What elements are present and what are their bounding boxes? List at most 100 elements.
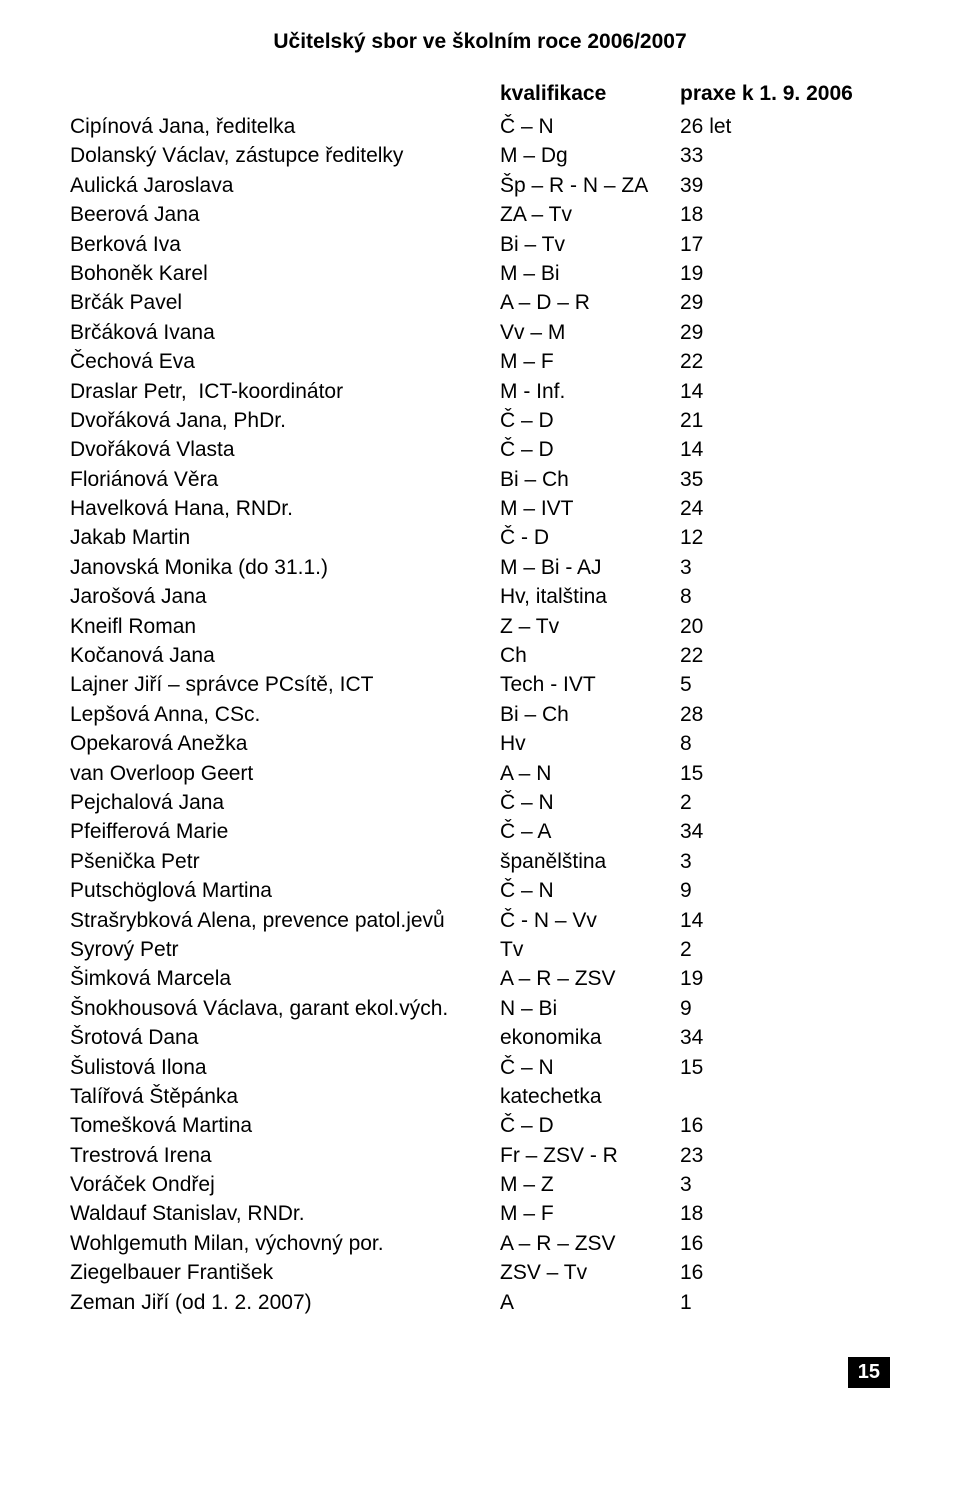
cell-name: Janovská Monika (do 31.1.)	[70, 553, 500, 582]
cell-name: Bohoněk Karel	[70, 259, 500, 288]
cell-qualification: Č - D	[500, 523, 680, 552]
cell-qualification: M – F	[500, 347, 680, 376]
cell-qualification: N – Bi	[500, 994, 680, 1023]
footer: 15	[70, 1357, 890, 1388]
table-row: Janovská Monika (do 31.1.)M – Bi - AJ3	[70, 553, 890, 582]
table-row: Bohoněk KarelM – Bi19	[70, 259, 890, 288]
cell-praxe: 39	[680, 171, 890, 200]
cell-praxe: 2	[680, 935, 890, 964]
cell-name: Zeman Jiří (od 1. 2. 2007)	[70, 1288, 500, 1317]
table-row: Kneifl RomanZ – Tv20	[70, 612, 890, 641]
cell-qualification: Č – N	[500, 788, 680, 817]
cell-qualification: A – D – R	[500, 288, 680, 317]
table-row: Šulistová IlonaČ – N15	[70, 1053, 890, 1082]
cell-qualification: A – R – ZSV	[500, 964, 680, 993]
cell-praxe: 19	[680, 964, 890, 993]
cell-qualification: katechetka	[500, 1082, 680, 1111]
table-row: Opekarová AnežkaHv8	[70, 729, 890, 758]
cell-qualification: ekonomika	[500, 1023, 680, 1052]
cell-name: Šrotová Dana	[70, 1023, 500, 1052]
cell-praxe: 18	[680, 200, 890, 229]
cell-name: Lajner Jiří – správce PCsítě, ICT	[70, 670, 500, 699]
cell-praxe: 3	[680, 553, 890, 582]
table-row: Aulická JaroslavaŠp – R - N – ZA39	[70, 171, 890, 200]
cell-name: Jarošová Jana	[70, 582, 500, 611]
cell-name: Tomešková Martina	[70, 1111, 500, 1140]
cell-praxe: 22	[680, 347, 890, 376]
cell-praxe: 14	[680, 906, 890, 935]
table-row: Pejchalová JanaČ – N2	[70, 788, 890, 817]
table-row: Lajner Jiří – správce PCsítě, ICTTech - …	[70, 670, 890, 699]
header-praxe: praxe k 1. 9. 2006	[680, 82, 890, 106]
header-name	[70, 82, 500, 106]
cell-qualification: Fr – ZSV - R	[500, 1141, 680, 1170]
table-row: Cipínová Jana, ředitelkaČ – N26 let	[70, 112, 890, 141]
cell-name: Šulistová Ilona	[70, 1053, 500, 1082]
table-header: kvalifikace praxe k 1. 9. 2006	[70, 82, 890, 106]
cell-name: Dolanský Václav, zástupce ředitelky	[70, 141, 500, 170]
cell-qualification: Č – A	[500, 817, 680, 846]
cell-name: Voráček Ondřej	[70, 1170, 500, 1199]
cell-qualification: Č – N	[500, 876, 680, 905]
cell-praxe: 35	[680, 465, 890, 494]
table-row: Talířová Štěpánkakatechetka	[70, 1082, 890, 1111]
table-row: Putschöglová MartinaČ – N9	[70, 876, 890, 905]
cell-qualification: Č – N	[500, 1053, 680, 1082]
cell-qualification: Č – D	[500, 406, 680, 435]
cell-praxe: 9	[680, 994, 890, 1023]
table-row: Pšenička Petršpanělština3	[70, 847, 890, 876]
table-row: Voráček OndřejM – Z3	[70, 1170, 890, 1199]
cell-praxe: 18	[680, 1199, 890, 1228]
cell-name: Floriánová Věra	[70, 465, 500, 494]
cell-qualification: M – Z	[500, 1170, 680, 1199]
cell-name: Draslar Petr, ICT-koordinátor	[70, 377, 500, 406]
page-number: 15	[848, 1357, 890, 1388]
cell-praxe: 1	[680, 1288, 890, 1317]
cell-name: Pšenička Petr	[70, 847, 500, 876]
cell-qualification: španělština	[500, 847, 680, 876]
table-row: Floriánová VěraBi – Ch35	[70, 465, 890, 494]
cell-name: Brčáková Ivana	[70, 318, 500, 347]
cell-qualification: A – N	[500, 759, 680, 788]
table-row: Draslar Petr, ICT-koordinátorM - Inf.14	[70, 377, 890, 406]
cell-qualification: Tv	[500, 935, 680, 964]
cell-praxe: 22	[680, 641, 890, 670]
cell-name: Strašrybková Alena, prevence patol.jevů	[70, 906, 500, 935]
cell-praxe: 29	[680, 288, 890, 317]
cell-praxe: 16	[680, 1229, 890, 1258]
cell-praxe: 20	[680, 612, 890, 641]
table-row: Pfeifferová MarieČ – A34	[70, 817, 890, 846]
cell-qualification: M – IVT	[500, 494, 680, 523]
table-row: Čechová EvaM – F22	[70, 347, 890, 376]
table-row: Brčáková IvanaVv – M29	[70, 318, 890, 347]
cell-praxe: 14	[680, 435, 890, 464]
cell-praxe: 8	[680, 582, 890, 611]
cell-praxe: 16	[680, 1258, 890, 1287]
cell-name: Brčák Pavel	[70, 288, 500, 317]
cell-name: Berková Iva	[70, 230, 500, 259]
cell-name: Opekarová Anežka	[70, 729, 500, 758]
cell-praxe: 9	[680, 876, 890, 905]
cell-qualification: Č – D	[500, 1111, 680, 1140]
table-row: Beerová JanaZA – Tv18	[70, 200, 890, 229]
table-row: Trestrová IrenaFr – ZSV - R23	[70, 1141, 890, 1170]
cell-qualification: Bi – Ch	[500, 465, 680, 494]
cell-praxe: 19	[680, 259, 890, 288]
table-row: Jarošová JanaHv, italština8	[70, 582, 890, 611]
table-row: Zeman Jiří (od 1. 2. 2007)A1	[70, 1288, 890, 1317]
cell-name: Syrový Petr	[70, 935, 500, 964]
cell-qualification: Vv – M	[500, 318, 680, 347]
cell-qualification: Ch	[500, 641, 680, 670]
table-row: Wohlgemuth Milan, výchovný por.A – R – Z…	[70, 1229, 890, 1258]
cell-qualification: M – Dg	[500, 141, 680, 170]
table-row: Tomešková MartinaČ – D16	[70, 1111, 890, 1140]
cell-qualification: Bi – Tv	[500, 230, 680, 259]
cell-praxe: 34	[680, 817, 890, 846]
cell-qualification: Č – D	[500, 435, 680, 464]
table-row: Strašrybková Alena, prevence patol.jevůČ…	[70, 906, 890, 935]
cell-praxe: 15	[680, 1053, 890, 1082]
cell-qualification: M – Bi	[500, 259, 680, 288]
cell-praxe: 16	[680, 1111, 890, 1140]
cell-praxe: 15	[680, 759, 890, 788]
table-row: Brčák PavelA – D – R29	[70, 288, 890, 317]
